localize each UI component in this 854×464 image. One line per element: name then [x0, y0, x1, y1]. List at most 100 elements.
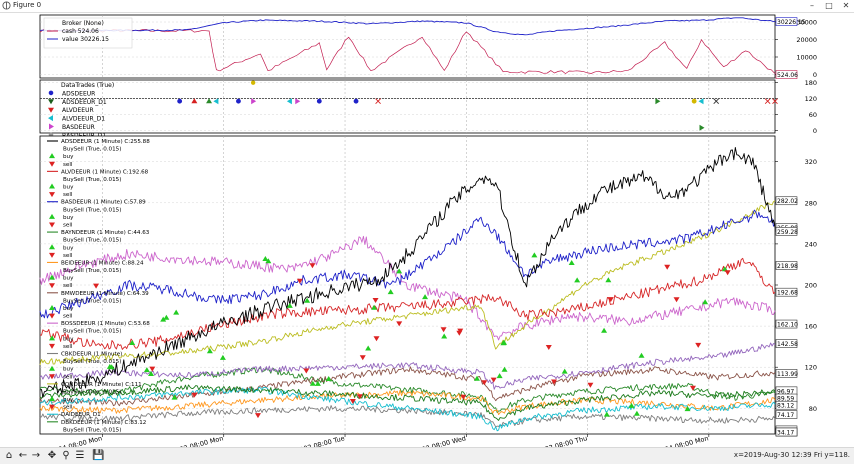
buy-marker	[309, 380, 316, 386]
sell-marker	[372, 297, 379, 303]
sell-marker	[551, 379, 558, 385]
prices-legend-item: BuySell (True, 0.015)	[63, 427, 121, 433]
buy-marker	[129, 340, 136, 346]
sell-marker	[695, 342, 702, 348]
legend-marker	[49, 396, 55, 402]
legend-marker	[49, 365, 55, 371]
sell-marker	[149, 366, 156, 372]
end-label-2-15: 34.17	[775, 427, 798, 437]
prices-legend-item: BuySell (True, 0.015)	[63, 389, 121, 395]
prices-legend-item: BuySell (True, 0.015)	[63, 359, 121, 365]
trade-marker	[191, 98, 198, 104]
broker-legend-item: value 30226.15	[62, 36, 109, 43]
prices-legend-item: BuySell (True, 0.015)	[63, 298, 121, 304]
sell-marker	[296, 278, 303, 284]
end-label-text: 113.99	[777, 371, 798, 378]
prices-legend-item: buy	[63, 185, 74, 191]
buy-marker	[501, 366, 508, 372]
ytick-label: 80	[809, 405, 817, 413]
end-label-2-0: 282.02	[775, 196, 798, 206]
buy-marker	[325, 376, 332, 382]
buy-marker	[601, 327, 608, 333]
end-label-2-10: 83.12	[775, 400, 798, 410]
window-title: Figure 0	[13, 1, 42, 9]
prices-legend-item: sell	[63, 405, 73, 411]
vgrid-1	[102, 80, 710, 133]
price-series-condeeur	[39, 200, 776, 366]
ytick-label: 120	[805, 95, 817, 103]
end-label-box	[775, 196, 798, 206]
end-label-0-1: 524.06	[775, 70, 798, 79]
sell-marker	[460, 394, 467, 400]
sell-marker	[303, 368, 310, 374]
ytick-label: 120	[805, 364, 817, 372]
window-titlebar: Figure 0 – □ ✕	[0, 0, 854, 13]
trade-marker	[286, 98, 292, 105]
trade-marker	[691, 98, 697, 104]
buy-marker	[304, 297, 311, 303]
sell-marker	[359, 355, 366, 361]
pan-icon[interactable]: ✥	[47, 450, 57, 461]
price-series-dbkdeeur	[39, 384, 776, 421]
trade-marker	[655, 98, 661, 105]
buy-marker	[603, 411, 610, 417]
prices-legend-item: BuySell (True, 0.015)	[63, 207, 121, 213]
buy-marker	[496, 373, 503, 379]
buy-marker	[206, 348, 213, 354]
sell-marker	[673, 297, 680, 303]
configure-subplots-icon[interactable]: ☰	[75, 450, 85, 461]
sell-marker	[191, 392, 198, 398]
legend-marker	[49, 274, 55, 280]
zoom-icon[interactable]: ⚲	[62, 450, 70, 461]
trades-legend-item: ADSDEEUR_D1	[62, 99, 107, 106]
prices-legend-item: buy	[63, 276, 74, 282]
legend-marker	[49, 161, 55, 167]
legend-marker	[49, 244, 55, 250]
end-label-2-3: 218.98	[775, 261, 798, 270]
buy-marker	[265, 258, 272, 264]
close-button[interactable]: ✕	[842, 1, 850, 10]
maximize-button[interactable]: □	[825, 1, 833, 10]
legend-marker	[49, 335, 55, 341]
save-icon[interactable]: 💾	[92, 450, 105, 461]
home-icon[interactable]: ⌂	[5, 450, 13, 461]
ytick-label: 180	[805, 79, 817, 87]
broker-series-cash	[39, 28, 776, 75]
legend-marker	[49, 313, 55, 319]
buy-marker	[219, 354, 226, 360]
buy-marker	[721, 266, 728, 272]
back-icon[interactable]: ←	[18, 450, 28, 461]
legend-marker	[49, 183, 55, 189]
prices-legend-item: buy	[63, 245, 74, 251]
prices-legend-item: BuySell (True, 0.015)	[63, 147, 121, 153]
sell-marker	[481, 380, 488, 386]
broker-legend-box	[43, 17, 133, 49]
minimize-button[interactable]: –	[810, 1, 814, 10]
prices-legend-item: sell	[63, 253, 73, 259]
legend-marker	[48, 99, 54, 105]
trade-marker	[713, 98, 720, 105]
ytick-label: 60	[809, 111, 817, 119]
sell-marker	[254, 413, 261, 419]
trade-marker	[375, 98, 381, 105]
xtick-label: 20160104 08:00 Mon	[34, 434, 103, 447]
ytick-label: 240	[805, 240, 817, 248]
end-label-box	[775, 70, 798, 79]
price-series-basdeeur	[39, 209, 776, 319]
price-series-cbkdeeur	[39, 405, 776, 428]
figure-icon	[2, 1, 11, 10]
ytick-label: 280	[805, 199, 817, 207]
sell-marker	[587, 382, 594, 388]
buy-marker	[574, 277, 581, 283]
yaxis-2: 80 120 160 200 240 280 320	[40, 158, 817, 413]
trades-legend-item: ADSDEEUR	[62, 90, 95, 97]
prices-legend-item: BuySell (True, 0.015)	[63, 329, 121, 335]
trade-marker-stroke	[772, 98, 778, 105]
end-label-text: 259.28	[777, 229, 798, 236]
forward-icon[interactable]: →	[31, 450, 41, 461]
buy-marker	[531, 252, 538, 258]
prices-legend-item: DBKDEEUR (1 Minute) C:83.12	[61, 420, 146, 426]
sell-marker	[396, 321, 403, 327]
end-label-text: 30226.15	[777, 19, 806, 26]
